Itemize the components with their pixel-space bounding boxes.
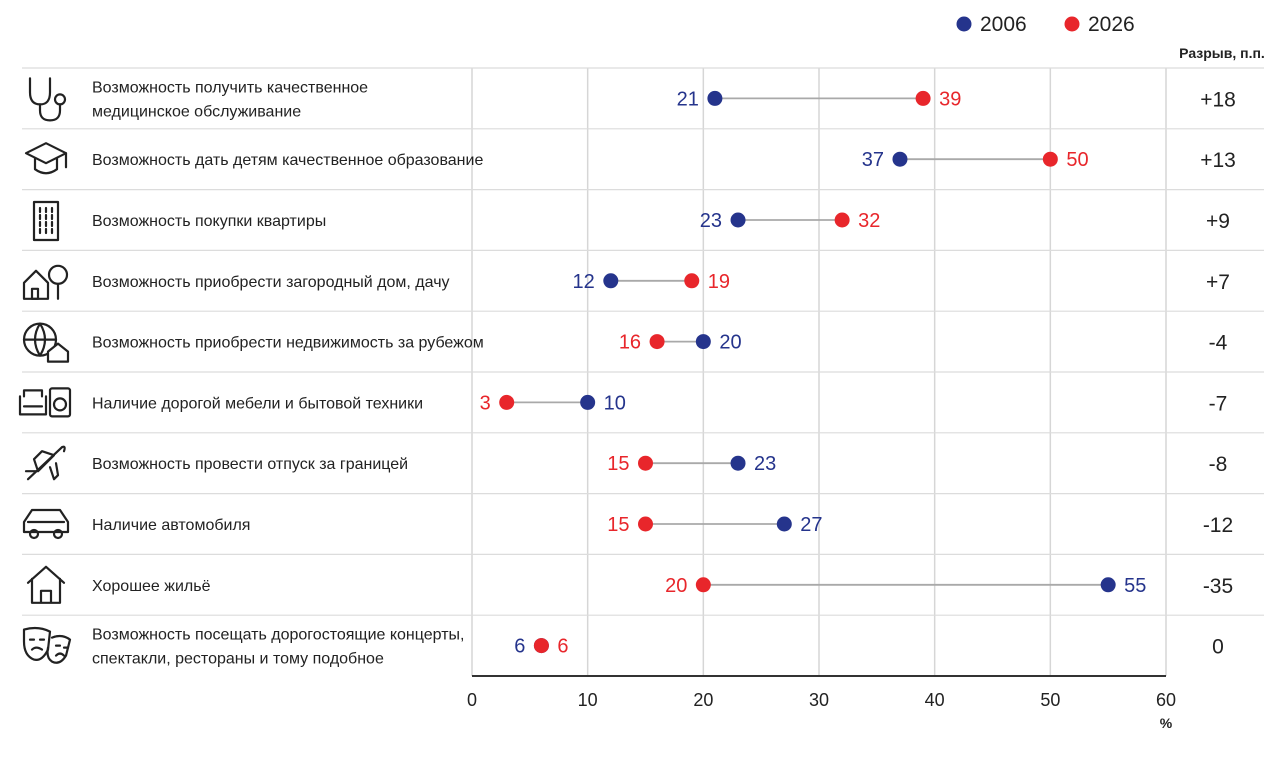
value-label-2006-4: 20 <box>719 332 741 354</box>
legend-marker-2006 <box>956 16 972 32</box>
x-tick-label-2: 20 <box>693 690 713 710</box>
value-label-2026-1: 50 <box>1066 149 1088 171</box>
car-icon-7 <box>22 508 70 540</box>
category-label-3-0: Возможность приобрести загородный дом, д… <box>92 274 450 291</box>
gap-value-3: +7 <box>1206 271 1230 294</box>
value-label-2006-9: 6 <box>514 636 525 658</box>
gap-value-5: -7 <box>1209 392 1228 415</box>
category-label-0-0: Возможность получить качественное <box>92 79 368 96</box>
apartment-building-icon-2 <box>32 200 60 242</box>
point-2006-6 <box>730 455 746 471</box>
value-label-2026-7: 15 <box>607 514 629 536</box>
point-2026-0 <box>915 90 931 106</box>
category-label-4-0: Возможность приобрести недвижимость за р… <box>92 335 484 352</box>
gap-value-7: -12 <box>1203 514 1233 537</box>
point-2026-5 <box>499 394 515 410</box>
legend-label-2026: 2026 <box>1088 13 1135 36</box>
point-2026-4 <box>649 334 665 350</box>
value-label-2006-2: 23 <box>700 210 722 232</box>
x-tick-label-0: 0 <box>467 690 477 710</box>
point-2026-3 <box>684 273 700 289</box>
house-icon-8 <box>26 565 66 604</box>
value-label-2006-7: 27 <box>800 514 822 536</box>
point-2006-0 <box>707 90 723 106</box>
x-tick-label-5: 50 <box>1040 690 1060 710</box>
stethoscope-icon-0 <box>28 77 67 122</box>
point-2006-2 <box>730 212 746 228</box>
point-2026-9 <box>533 638 549 654</box>
airplane-icon-6 <box>24 445 66 481</box>
x-tick-label-6: 60 <box>1156 690 1176 710</box>
value-label-2026-5: 3 <box>480 392 491 414</box>
category-label-2-0: Возможность покупки квартиры <box>92 213 326 230</box>
value-label-2006-1: 37 <box>862 149 884 171</box>
graduation-cap-icon-1 <box>24 142 68 175</box>
value-label-2026-3: 19 <box>708 271 730 293</box>
legend-marker-2026 <box>1064 16 1080 32</box>
point-2006-1 <box>892 151 908 167</box>
point-2026-1 <box>1042 151 1058 167</box>
point-2026-6 <box>638 455 653 471</box>
value-label-2026-6: 15 <box>607 453 629 475</box>
gap-column-header: Разрыв, п.п. <box>1179 45 1265 61</box>
value-label-2026-9: 6 <box>557 636 568 658</box>
category-label-6-0: Возможность провести отпуск за границей <box>92 456 408 473</box>
value-label-2006-8: 55 <box>1124 575 1146 597</box>
sofa-washer-icon-5 <box>18 387 72 418</box>
point-2026-7 <box>638 516 653 532</box>
country-house-icon-3 <box>22 264 69 300</box>
value-label-2006-6: 23 <box>754 453 776 475</box>
category-label-9-0: Возможность посещать дорогостоящие конце… <box>92 627 464 644</box>
legend-label-2006: 2006 <box>980 13 1027 36</box>
theater-masks-icon-9 <box>22 626 72 664</box>
point-2006-5 <box>580 394 596 410</box>
category-label-7-0: Наличие автомобиля <box>92 517 250 534</box>
point-2006-4 <box>695 334 711 350</box>
point-2006-3 <box>603 273 619 289</box>
value-label-2006-0: 21 <box>677 88 699 110</box>
x-tick-label-1: 10 <box>578 690 598 710</box>
gap-value-1: +13 <box>1200 149 1236 172</box>
category-label-0-1: медицинское обслуживание <box>92 103 301 120</box>
gap-value-8: -35 <box>1203 575 1233 598</box>
point-2006-8 <box>1100 577 1116 593</box>
point-2026-2 <box>834 212 850 228</box>
gap-value-9: 0 <box>1212 636 1224 659</box>
value-label-2006-5: 10 <box>604 392 626 414</box>
globe-house-icon-4 <box>22 322 70 363</box>
category-label-5-0: Наличие дорогой мебели и бытовой техники <box>92 395 423 412</box>
gap-value-6: -8 <box>1209 453 1228 476</box>
category-label-1-0: Возможность дать детям качественное обра… <box>92 152 483 169</box>
value-label-2026-4: 16 <box>619 332 641 354</box>
point-2006-7 <box>776 516 792 532</box>
gap-value-0: +18 <box>1200 88 1236 111</box>
value-label-2026-2: 32 <box>858 210 880 232</box>
gap-value-2: +9 <box>1206 210 1230 233</box>
x-tick-label-3: 30 <box>809 690 829 710</box>
x-axis-label: % <box>1160 715 1173 731</box>
point-2026-8 <box>695 577 711 593</box>
category-label-8-0: Хорошее жильё <box>92 578 211 595</box>
value-label-2026-0: 39 <box>939 88 961 110</box>
x-tick-label-4: 40 <box>925 690 945 710</box>
category-label-9-1: спектакли, рестораны и тому подобное <box>92 651 384 668</box>
gap-value-4: -4 <box>1209 332 1228 355</box>
value-label-2026-8: 20 <box>665 575 687 597</box>
value-label-2006-3: 12 <box>573 271 595 293</box>
